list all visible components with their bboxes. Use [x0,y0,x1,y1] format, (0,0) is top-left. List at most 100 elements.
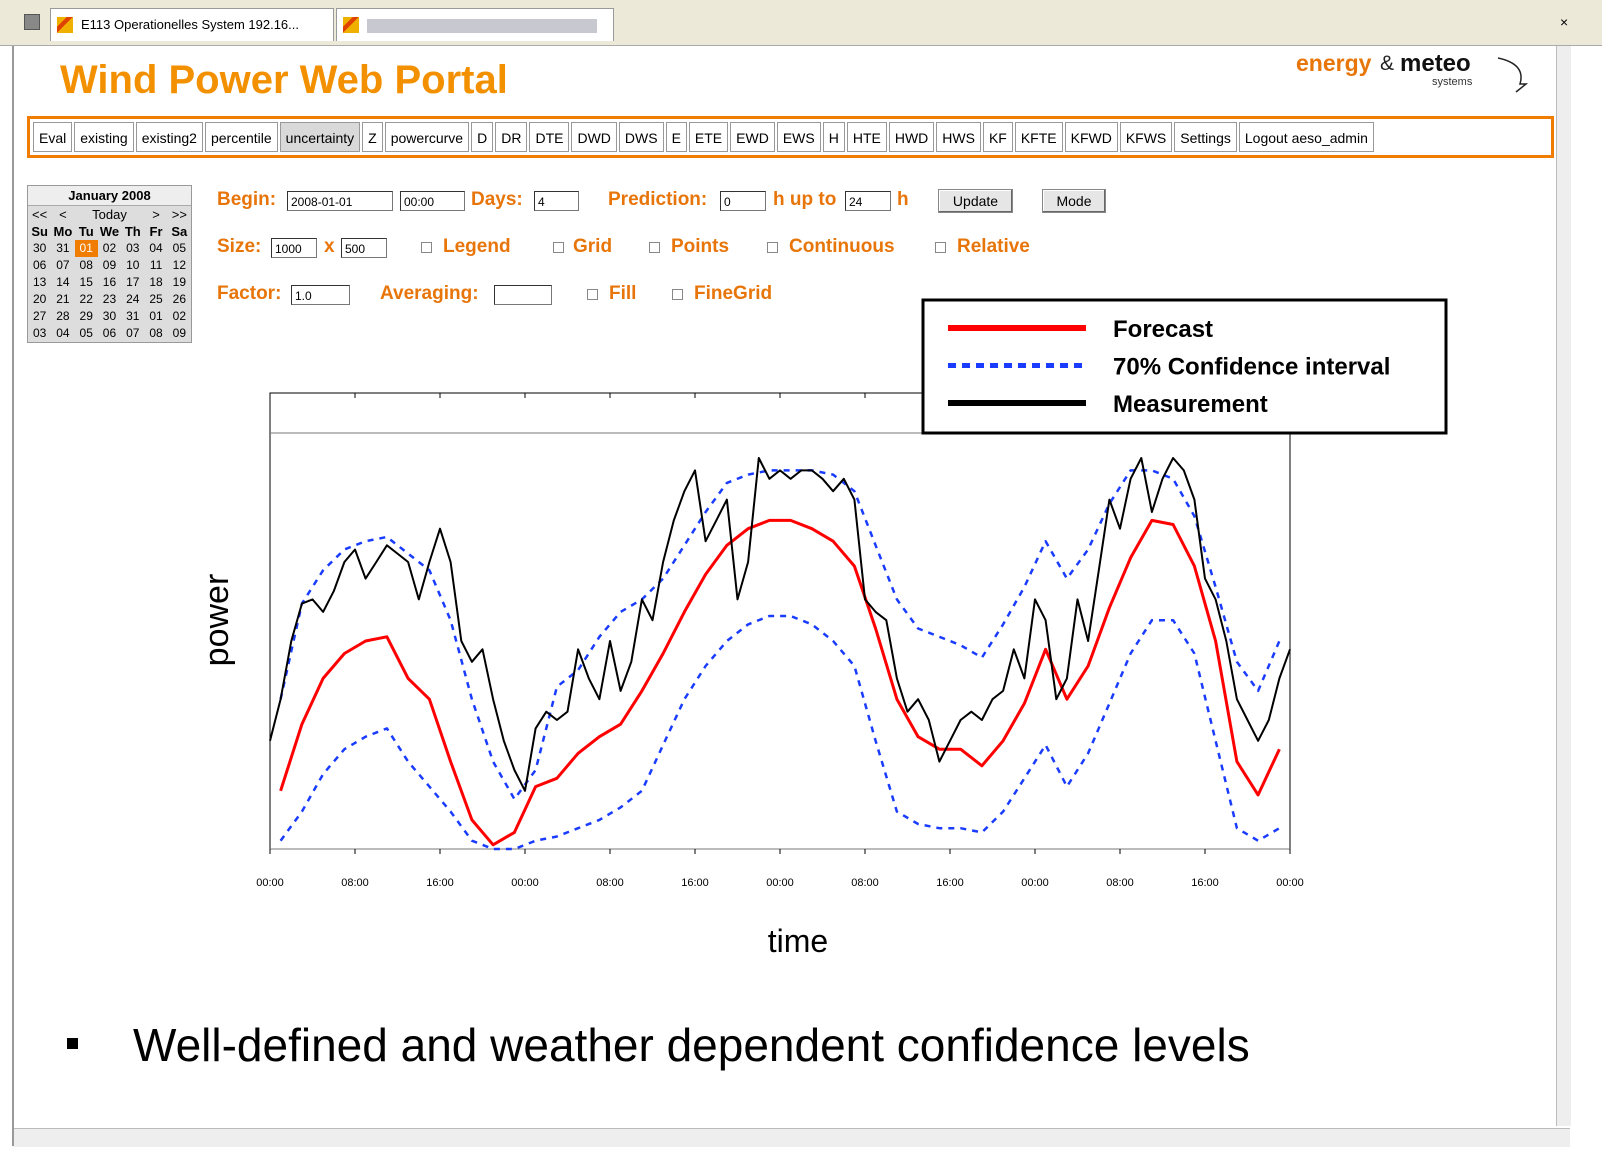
calendar-day[interactable]: 02 [172,309,186,323]
input[interactable]: 0 [720,191,766,211]
input[interactable]: 24 [845,191,891,211]
nav-button[interactable]: HWS [936,122,981,152]
nav-button[interactable]: KF [982,122,1013,152]
calendar-day[interactable]: 13 [32,275,47,289]
calendar-day[interactable]: 29 [79,309,93,323]
checkbox[interactable] [649,242,660,253]
calendar-day[interactable]: 01 [149,309,163,323]
calendar-day[interactable]: 28 [56,309,70,323]
v-scrollbar[interactable] [1556,46,1571,1126]
calendar-nav-button[interactable]: Today [92,207,127,222]
nav-button[interactable]: HWD [888,122,935,152]
label: h [897,189,909,210]
checkbox[interactable] [672,289,683,300]
calendar-day[interactable]: 20 [32,292,47,306]
calendar-day[interactable]: 04 [56,326,70,340]
calendar-nav-button[interactable]: > [152,207,160,222]
nav-button[interactable]: EWS [776,122,821,152]
calendar-day[interactable]: 10 [126,258,140,272]
calendar-day[interactable]: 12 [172,258,186,272]
nav-button[interactable]: EWD [730,122,775,152]
calendar-day[interactable]: 17 [126,275,140,289]
logo: energy & meteo systems [1296,50,1536,100]
calendar-day[interactable]: 31 [56,241,70,255]
calendar-day[interactable]: 24 [126,292,140,306]
calendar-nav-button[interactable]: < [59,207,67,222]
nav-button[interactable]: DWS [618,122,664,152]
nav-button[interactable]: Settings [1174,122,1237,152]
nav-button[interactable]: DTE [529,122,570,152]
nav-button[interactable]: existing [74,122,134,152]
calendar-day[interactable]: 06 [32,258,47,272]
calendar-day[interactable]: 26 [172,292,186,306]
tab[interactable]: E113 Operationelles System 192.16... [50,8,334,41]
h-scrollbar[interactable] [14,1128,1570,1147]
nav-bar: Eval existing existing2 percentile uncertain… [27,116,1554,158]
calendar-day[interactable]: 19 [172,275,186,289]
input[interactable] [494,285,552,305]
calendar-day[interactable]: 02 [102,241,117,255]
input[interactable]: 2008-01-01 [287,191,393,211]
nav-button[interactable]: uncertainty [279,122,361,152]
nav-button[interactable]: H [822,122,845,152]
nav-button[interactable]: ETE [688,122,729,152]
mode-button[interactable]: Mode [1042,189,1106,213]
calendar-day[interactable]: 06 [102,326,117,340]
input[interactable]: 1000 [271,238,317,258]
calendar-day[interactable]: 01 [74,240,98,257]
nav-button[interactable]: KFTE [1014,122,1063,152]
calendar-day[interactable]: 18 [149,275,163,289]
calendar-day[interactable]: 25 [149,292,163,306]
nav-button[interactable]: E [665,122,687,152]
calendar-day[interactable]: 05 [172,241,186,255]
close-button[interactable]: × [1560,14,1569,30]
calendar-day[interactable]: 08 [149,326,163,340]
calendar-day[interactable]: 05 [79,326,93,340]
calendar-day[interactable]: 11 [149,258,163,272]
nav-button[interactable]: Logout aeso_admin [1238,122,1374,152]
nav-button[interactable]: Z [362,122,383,152]
calendar-day[interactable]: 21 [56,292,70,306]
nav-button[interactable]: DR [495,122,528,152]
nav-button[interactable]: DWD [571,122,617,152]
calendar-day[interactable]: 15 [79,275,93,289]
input[interactable]: 1.0 [291,285,350,305]
calendar-nav-button[interactable]: >> [171,207,187,222]
checkbox[interactable] [553,242,564,253]
calendar-nav-button[interactable]: << [32,207,48,222]
calendar-week: 06 07 08 09 10 11 12 [28,257,191,274]
calendar-day[interactable]: 09 [102,258,117,272]
calendar-day[interactable]: 30 [102,309,117,323]
calendar-day[interactable]: 03 [126,241,140,255]
calendar-day[interactable]: 08 [79,258,93,272]
nav-button[interactable]: HTE [846,122,887,152]
nav-button[interactable]: KFWS [1119,122,1173,152]
calendar-day[interactable]: 30 [32,241,47,255]
calendar-day[interactable]: 04 [149,241,163,255]
calendar-day[interactable]: 03 [32,326,47,340]
calendar-day[interactable]: 16 [102,275,117,289]
nav-button[interactable]: percentile [204,122,278,152]
update-button[interactable]: Update [938,189,1013,213]
calendar-day[interactable]: 31 [126,309,140,323]
nav-button[interactable]: powercurve [384,122,470,152]
input[interactable]: 00:00 [400,191,465,211]
calendar-day[interactable]: 07 [126,326,140,340]
checkbox[interactable] [935,242,946,253]
calendar-day[interactable]: 27 [32,309,47,323]
nav-button[interactable]: Eval [33,122,73,152]
calendar-day[interactable]: 07 [56,258,70,272]
calendar-day[interactable]: 14 [56,275,70,289]
calendar-day[interactable]: 23 [102,292,117,306]
checkbox[interactable] [421,242,432,253]
input[interactable]: 500 [341,238,387,258]
checkbox[interactable] [587,289,598,300]
calendar-day[interactable]: 22 [79,292,93,306]
checkbox[interactable] [767,242,778,253]
input[interactable]: 4 [534,191,579,211]
tab[interactable] [336,8,614,41]
nav-button[interactable]: existing2 [135,122,203,152]
nav-button[interactable]: KFWD [1064,122,1118,152]
nav-button[interactable]: D [471,122,494,152]
calendar-day[interactable]: 09 [172,326,186,340]
